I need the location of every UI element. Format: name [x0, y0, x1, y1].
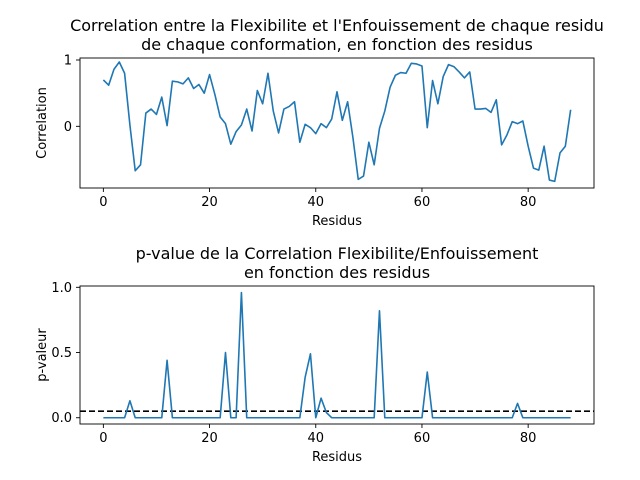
chart-2-series-line — [103, 291, 571, 419]
chart-1-y-tick-label: 1 — [64, 53, 72, 68]
chart-2-x-tick-label: 60 — [414, 431, 431, 446]
chart-2-y-axis-label: p-valeur — [35, 328, 50, 382]
chart-1-y-tick-label: 0 — [64, 120, 72, 135]
chart-1-plot-frame — [79, 57, 595, 189]
chart-1-x-axis-label: Residus — [312, 214, 362, 229]
chart-2-y-tick-label: 1.0 — [51, 281, 72, 296]
chart-2-x-tick-label: 80 — [520, 431, 537, 446]
chart-2-title: p-value de la Correlation Flexibilite/En… — [136, 244, 539, 282]
chart-1-x-tick-label: 0 — [99, 195, 107, 210]
chart-2-x-tick-label: 40 — [307, 431, 324, 446]
chart-2-x-axis-label: Residus — [312, 450, 362, 465]
chart-1-x-tick-label: 80 — [520, 195, 537, 210]
chart-2-y-tick-label: 0.0 — [51, 411, 72, 426]
chart-2-title-line: en fonction des residus — [244, 263, 430, 282]
chart-1-series-line — [102, 61, 572, 183]
chart-1-title-line: de chaque conformation, en fonction des … — [141, 35, 533, 54]
chart-1-title: Correlation entre la Flexibilite et l'En… — [70, 16, 604, 54]
chart-2: p-value de la Correlation Flexibilite/En… — [35, 244, 595, 465]
chart-2-x-tick-label: 0 — [99, 431, 107, 446]
chart-1-y-axis-label: Correlation — [35, 87, 50, 159]
chart-1-title-line: Correlation entre la Flexibilite et l'En… — [70, 16, 604, 35]
chart-1-x-tick-label: 20 — [201, 195, 218, 210]
chart-1-x-tick-label: 60 — [414, 195, 431, 210]
chart-2-plot-frame — [79, 285, 595, 425]
chart-2-x-tick-label: 20 — [201, 431, 218, 446]
chart-2-y-tick-label: 0.5 — [51, 346, 72, 361]
chart-1-x-tick-label: 40 — [307, 195, 324, 210]
chart-2-title-line: p-value de la Correlation Flexibilite/En… — [136, 244, 539, 263]
chart-1: Correlation entre la Flexibilite et l'En… — [35, 16, 604, 229]
